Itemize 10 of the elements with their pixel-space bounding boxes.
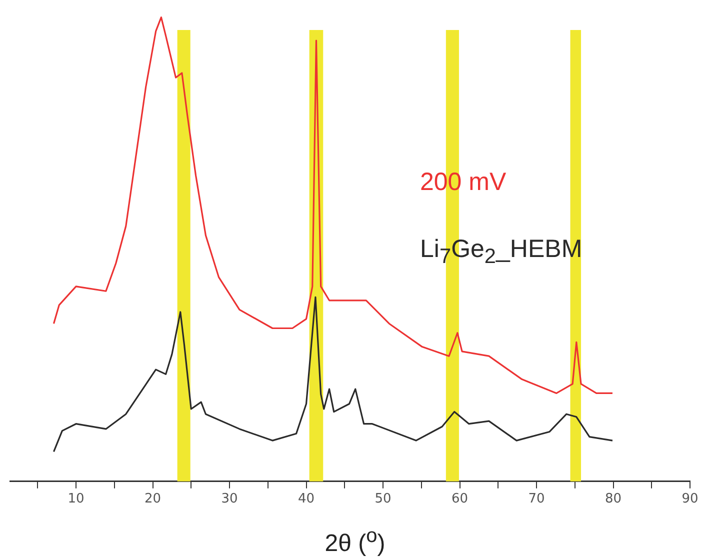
x-tick-label: 80	[604, 492, 622, 507]
x-tick-label: 20	[144, 492, 162, 507]
x-tick-label: 10	[68, 492, 84, 507]
x-tick-label: 40	[298, 492, 315, 507]
x-tick-label: 60	[451, 492, 468, 507]
x-axis-title: 2θ ($^{o}$)	[324, 525, 386, 558]
x-tick-label: 70	[528, 492, 545, 507]
x-tick-label: 90	[682, 492, 698, 507]
x-tick-label: 50	[374, 492, 392, 507]
x-tick-label: 30	[221, 492, 238, 507]
